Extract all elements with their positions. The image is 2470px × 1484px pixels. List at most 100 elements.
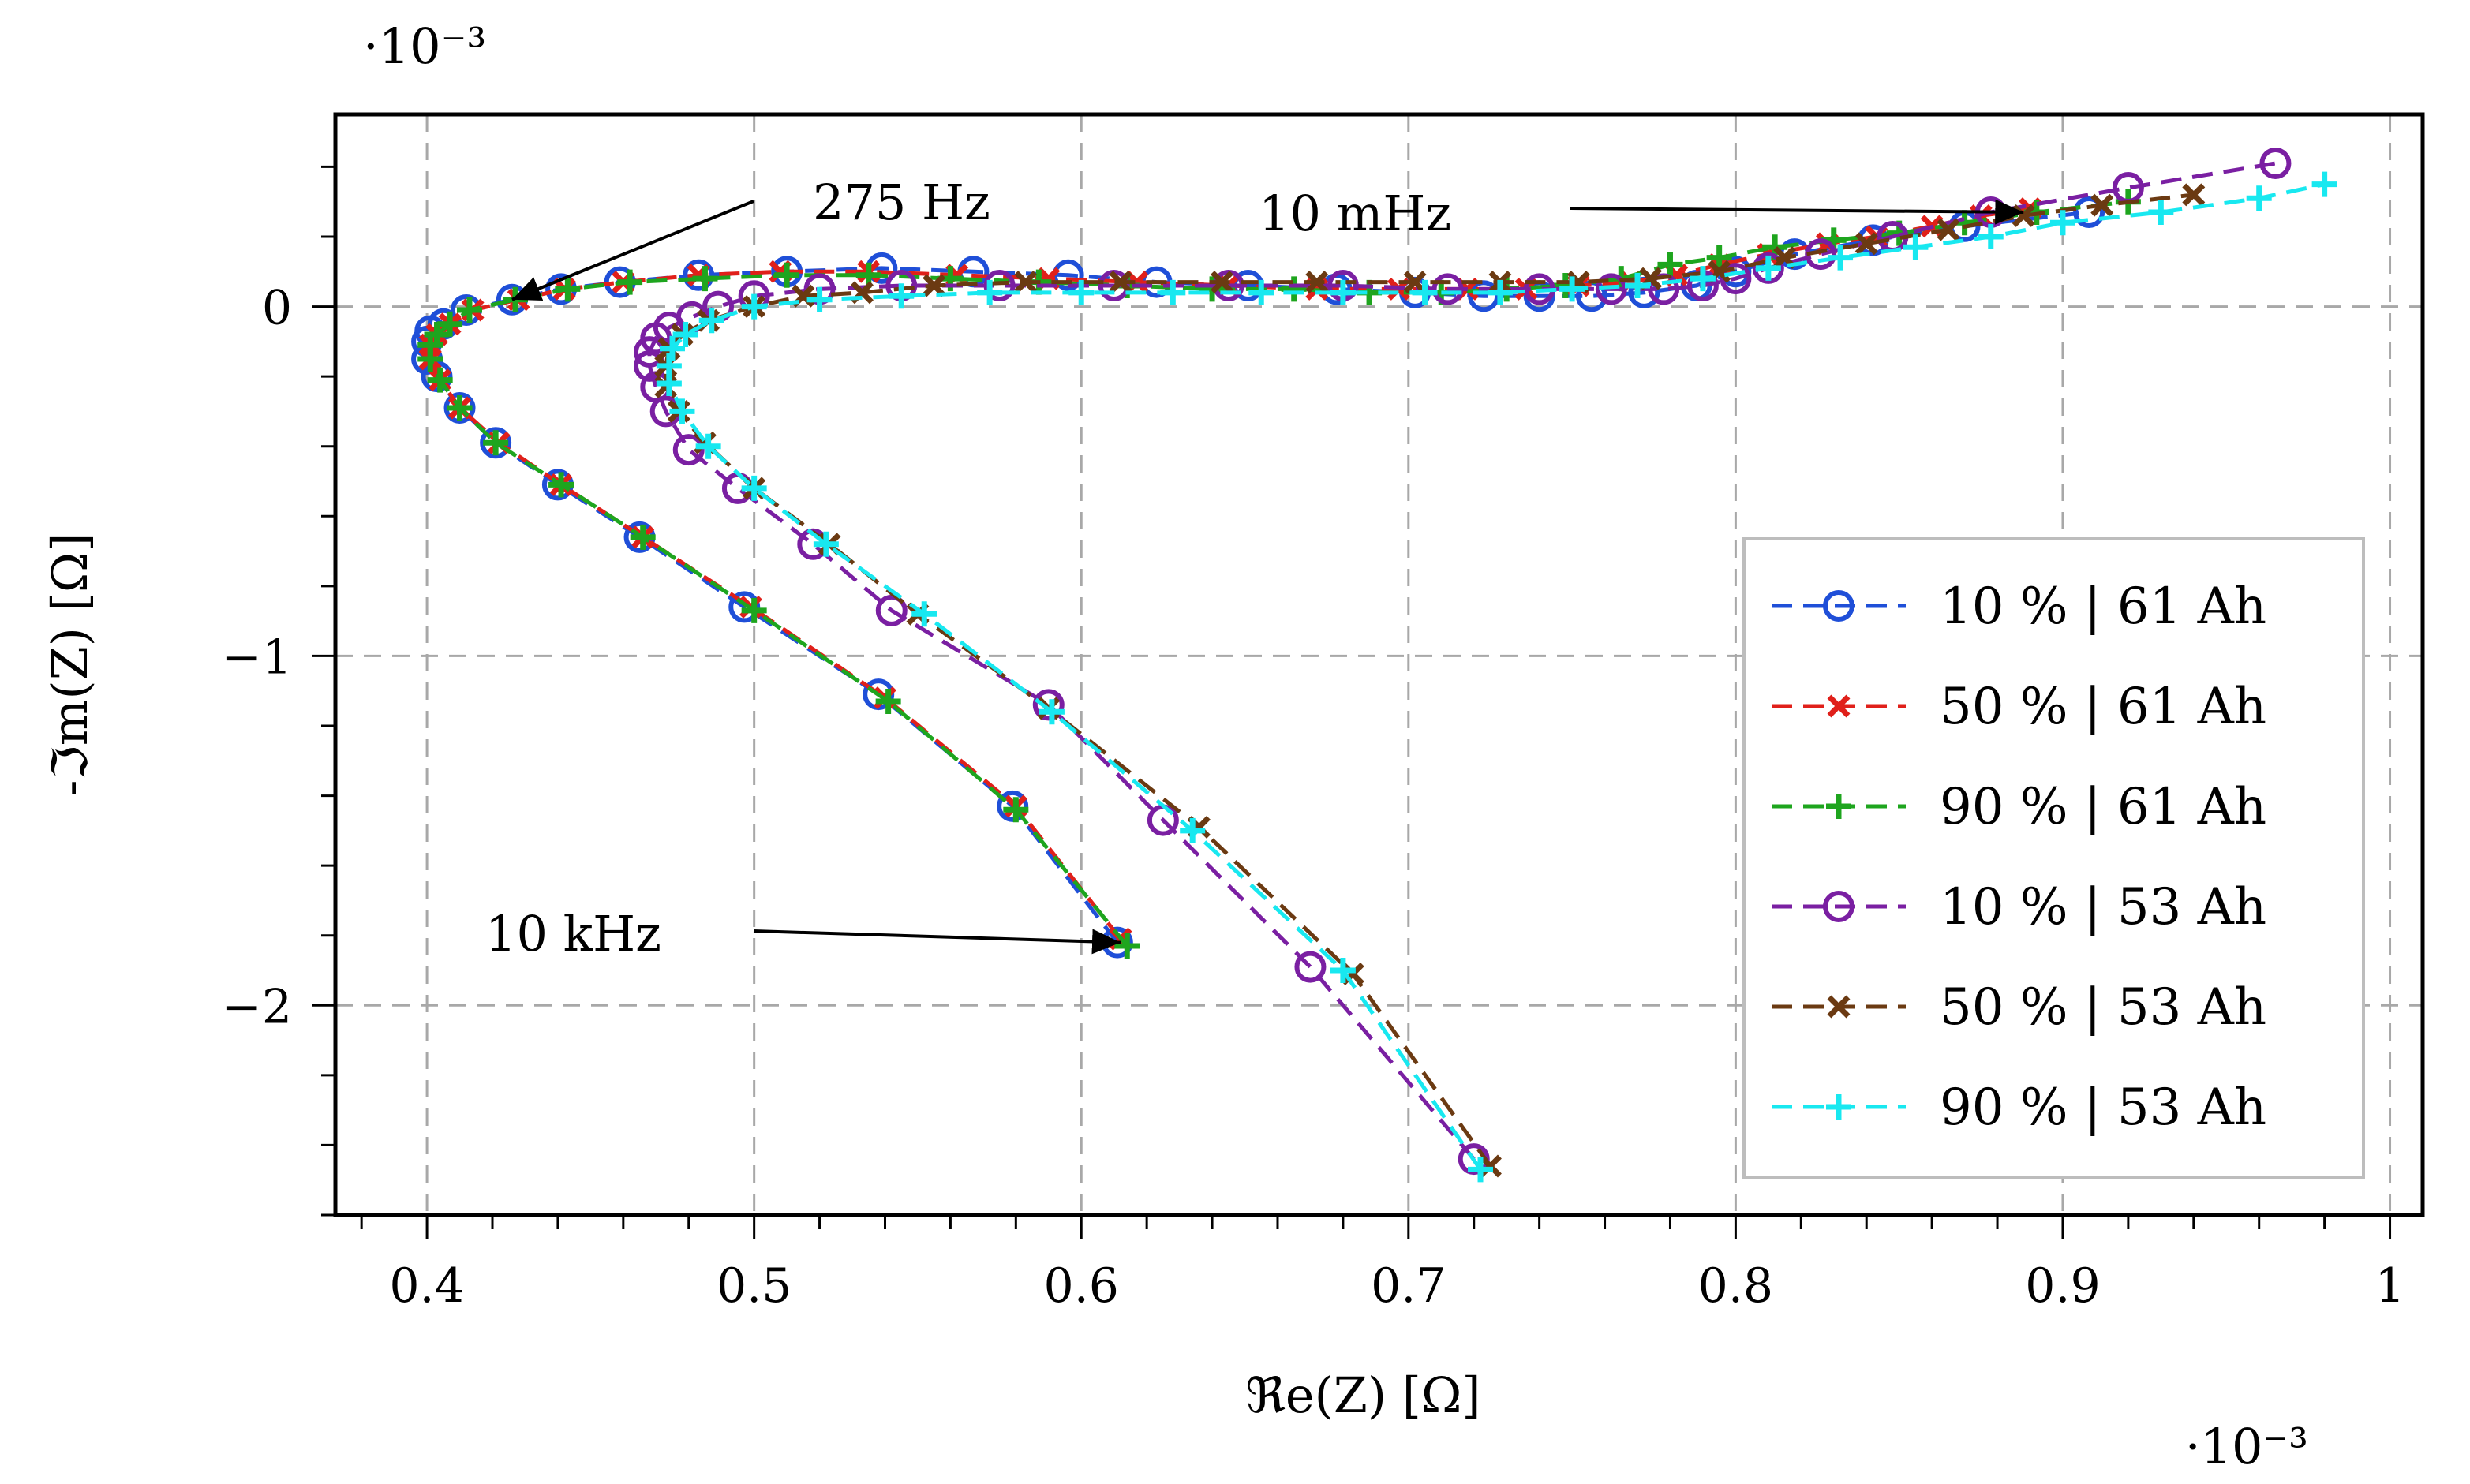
annotation-label: 10 mHz xyxy=(1259,185,1451,242)
y-tick-label: −2 xyxy=(223,979,292,1034)
data-point xyxy=(672,434,705,466)
data-point xyxy=(2073,196,2105,228)
data-point xyxy=(683,259,715,291)
data-point xyxy=(443,392,476,424)
data-point xyxy=(875,594,908,626)
series-3 xyxy=(417,189,2141,959)
data-point xyxy=(983,270,1016,301)
annotations: 275 Hz 10 mHz 10 kHz xyxy=(485,174,2024,963)
x-axis-multiplier: ·10⁻³ xyxy=(2185,1418,2308,1475)
legend-swatch-marker xyxy=(1823,590,1854,622)
data-point xyxy=(1468,280,1500,312)
data-point xyxy=(806,286,833,312)
data-point xyxy=(447,395,473,421)
data-point xyxy=(1014,271,1038,294)
legend-label: 50 % | 53 Ah xyxy=(1940,978,2266,1037)
data-point xyxy=(1752,252,1784,284)
legend-label: 90 % | 61 Ah xyxy=(1940,778,2266,836)
data-point xyxy=(1160,279,1186,305)
data-point xyxy=(1109,271,1132,294)
data-point xyxy=(1937,218,1960,241)
data-point xyxy=(1180,817,1206,843)
data-point xyxy=(1755,255,1781,281)
data-point xyxy=(695,433,721,459)
legend-box xyxy=(1742,537,2365,1179)
x-tick-label: 0.5 xyxy=(717,1258,792,1314)
data-point xyxy=(911,601,937,627)
data-point xyxy=(437,311,463,337)
data-point xyxy=(1003,797,1029,823)
y-axis-multiplier: ·10⁻³ xyxy=(363,17,486,75)
series-line xyxy=(667,182,2326,1171)
data-point xyxy=(889,283,915,309)
data-point xyxy=(669,398,695,424)
legend-swatch-marker xyxy=(1827,694,1851,718)
data-point xyxy=(427,367,453,393)
data-point xyxy=(1978,224,2004,249)
series-line xyxy=(664,193,2195,1168)
data-point xyxy=(1903,234,1929,260)
data-point xyxy=(555,276,581,302)
data-point xyxy=(424,322,450,347)
legend-item: 90 % | 53 Ah xyxy=(1772,1078,2266,1137)
data-point xyxy=(1720,263,1752,295)
data-point xyxy=(2090,193,2114,217)
axis-ticks: 0.4 0.5 0.6 0.7 0.8 0.9 1 −2 −1 0 xyxy=(223,165,2405,1314)
annotation-label: 275 Hz xyxy=(813,174,990,231)
data-point xyxy=(630,524,656,550)
series-layer xyxy=(411,148,2337,1183)
data-point xyxy=(2311,171,2337,197)
data-point xyxy=(1657,252,1683,278)
data-point xyxy=(1828,245,1854,271)
legend-item: 10 % | 61 Ah xyxy=(1772,578,2266,636)
data-point xyxy=(1341,962,1364,985)
data-point xyxy=(1690,266,1716,292)
data-point xyxy=(1305,271,1329,294)
x-tick-label: 0.9 xyxy=(2025,1258,2100,1314)
data-point xyxy=(2246,185,2272,211)
data-point xyxy=(1625,273,1651,298)
legend-item: 90 % | 61 Ah xyxy=(1772,778,2266,836)
x-tick-label: 1 xyxy=(2375,1258,2405,1314)
data-point xyxy=(977,279,1003,305)
annotation-arrow xyxy=(1570,199,2024,225)
data-point xyxy=(1468,1157,1494,1183)
data-point xyxy=(548,472,574,498)
data-point xyxy=(656,353,682,379)
data-point xyxy=(1281,276,1307,302)
data-point xyxy=(2182,183,2206,207)
series-6 xyxy=(656,171,2337,1183)
data-point xyxy=(997,790,1029,822)
annotation-arrow xyxy=(511,200,754,301)
data-point xyxy=(1595,273,1627,305)
x-tick-label: 0.6 xyxy=(1044,1258,1119,1314)
data-point xyxy=(1330,279,1356,305)
x-tick-label: 0.8 xyxy=(1698,1258,1773,1314)
y-tick-label: 0 xyxy=(262,281,292,336)
annotation-arrow xyxy=(753,929,1121,955)
plot-frame xyxy=(333,112,2425,1217)
data-point xyxy=(480,427,512,459)
data-point xyxy=(617,269,643,295)
data-point xyxy=(1330,958,1356,983)
legend-item: 10 % | 53 Ah xyxy=(1772,878,2266,936)
data-point xyxy=(1431,273,1464,305)
x-tick-label: 0.7 xyxy=(1371,1258,1446,1314)
data-point xyxy=(1559,276,1585,302)
data-point xyxy=(1706,245,1732,271)
data-point xyxy=(2259,148,2292,179)
legend-item: 50 % | 61 Ah xyxy=(1772,678,2266,736)
data-point xyxy=(1039,699,1065,725)
data-point xyxy=(698,308,724,334)
data-point xyxy=(1478,1154,1502,1178)
data-point xyxy=(1248,279,1274,305)
legend-swatch-marker xyxy=(1826,1094,1851,1120)
legend-label: 10 % | 61 Ah xyxy=(1940,578,2266,636)
data-point xyxy=(741,475,767,501)
data-point xyxy=(774,262,800,288)
data-point xyxy=(672,322,698,347)
series-line xyxy=(428,200,2129,948)
legend-item: 50 % | 53 Ah xyxy=(1772,978,2266,1037)
data-point xyxy=(660,335,686,361)
data-point xyxy=(1487,279,1513,305)
